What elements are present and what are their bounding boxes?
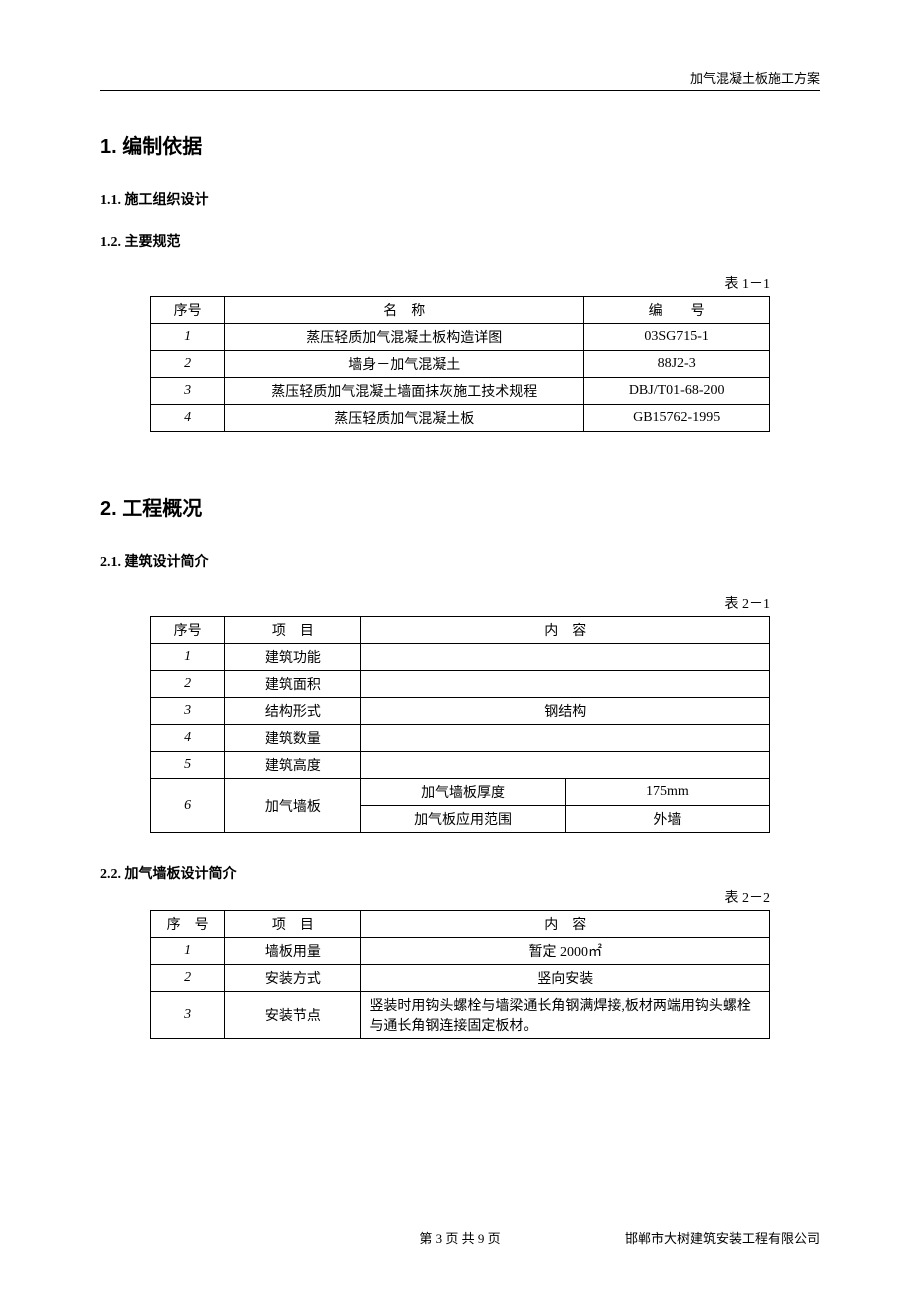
- table-3: 序 号 项 目 内 容 1 墙板用量 暂定 2000㎡ 2 安装方式 竖向安装 …: [150, 910, 770, 1039]
- page-footer: 第 3 页 共 9 页 邯郸市大树建筑安装工程有限公司: [100, 1228, 820, 1247]
- table-cell: [361, 671, 770, 698]
- table-2-caption: 表 2－1: [100, 593, 820, 613]
- table-row: 6 加气墙板 加气墙板厚度 175mm: [151, 779, 770, 806]
- table-header-seq: 序号: [151, 297, 225, 324]
- table-header-item: 项 目: [225, 911, 361, 938]
- table-cell: 建筑功能: [225, 644, 361, 671]
- table-cell: 175mm: [565, 779, 769, 806]
- table-cell: 3: [151, 698, 225, 725]
- table-row: 5 建筑高度: [151, 752, 770, 779]
- table-header-item: 项 目: [225, 617, 361, 644]
- table-cell: 加气墙板: [225, 779, 361, 833]
- page-content: 1. 编制依据 1.1. 施工组织设计 1.2. 主要规范 表 1－1 序号 名…: [100, 130, 820, 1039]
- table-row: 1 墙板用量 暂定 2000㎡: [151, 938, 770, 965]
- table-header-name: 名 称: [225, 297, 584, 324]
- table-cell: 6: [151, 779, 225, 833]
- table-row: 3 蒸压轻质加气混凝土墙面抹灰施工技术规程 DBJ/T01-68-200: [151, 378, 770, 405]
- table-cell: 墙身－加气混凝土: [225, 351, 584, 378]
- table-cell: 1: [151, 938, 225, 965]
- table-row: 3 结构形式 钢结构: [151, 698, 770, 725]
- section-1-1-title: 1.1. 施工组织设计: [100, 189, 820, 209]
- table-3-caption: 表 2－2: [100, 887, 820, 907]
- table-cell: 2: [151, 351, 225, 378]
- table-row: 序号 项 目 内 容: [151, 617, 770, 644]
- table-cell: 墙板用量: [225, 938, 361, 965]
- table-row: 4 蒸压轻质加气混凝土板 GB15762-1995: [151, 405, 770, 432]
- table-cell: 3: [151, 992, 225, 1039]
- section-2-title: 2. 工程概况: [100, 492, 820, 521]
- table-header-content: 内 容: [361, 617, 770, 644]
- table-cell: 4: [151, 405, 225, 432]
- table-row: 1 建筑功能: [151, 644, 770, 671]
- section-2-1-title: 2.1. 建筑设计简介: [100, 551, 820, 571]
- table-cell: GB15762-1995: [584, 405, 770, 432]
- table-cell: 结构形式: [225, 698, 361, 725]
- table-1-caption: 表 1－1: [100, 273, 820, 293]
- header-divider: [100, 90, 820, 91]
- table-cell: 竖向安装: [361, 965, 770, 992]
- table-cell: 建筑数量: [225, 725, 361, 752]
- table-cell: 建筑面积: [225, 671, 361, 698]
- table-cell: 钢结构: [361, 698, 770, 725]
- table-cell: [361, 752, 770, 779]
- footer-page-number: 第 3 页 共 9 页: [419, 1228, 500, 1247]
- table-cell: 5: [151, 752, 225, 779]
- table-row: 2 建筑面积: [151, 671, 770, 698]
- table-cell: 2: [151, 965, 225, 992]
- section-1-title: 1. 编制依据: [100, 130, 820, 159]
- table-cell: 蒸压轻质加气混凝土墙面抹灰施工技术规程: [225, 378, 584, 405]
- table-cell: 暂定 2000㎡: [361, 938, 770, 965]
- table-row: 2 安装方式 竖向安装: [151, 965, 770, 992]
- footer-company: 邯郸市大树建筑安装工程有限公司: [625, 1228, 820, 1247]
- table-row: 序 号 项 目 内 容: [151, 911, 770, 938]
- table-cell: [361, 725, 770, 752]
- table-cell: 88J2-3: [584, 351, 770, 378]
- table-cell: 竖装时用钩头螺栓与墙梁通长角钢满焊接,板材两端用钩头螺栓与通长角钢连接固定板材。: [361, 992, 770, 1039]
- table-1: 序号 名 称 编 号 1 蒸压轻质加气混凝土板构造详图 03SG715-1 2 …: [150, 296, 770, 432]
- table-cell: 03SG715-1: [584, 324, 770, 351]
- table-row: 1 蒸压轻质加气混凝土板构造详图 03SG715-1: [151, 324, 770, 351]
- table-cell: 3: [151, 378, 225, 405]
- table-row: 4 建筑数量: [151, 725, 770, 752]
- table-cell: 外墙: [565, 806, 769, 833]
- table-cell: 1: [151, 644, 225, 671]
- section-1-2-title: 1.2. 主要规范: [100, 231, 820, 251]
- table-header-seq: 序 号: [151, 911, 225, 938]
- table-cell: 安装节点: [225, 992, 361, 1039]
- header-title: 加气混凝土板施工方案: [690, 68, 820, 87]
- table-cell: 建筑高度: [225, 752, 361, 779]
- table-row: 2 墙身－加气混凝土 88J2-3: [151, 351, 770, 378]
- table-cell: 加气墙板厚度: [361, 779, 565, 806]
- table-cell: 安装方式: [225, 965, 361, 992]
- table-header-code: 编 号: [584, 297, 770, 324]
- table-row: 3 安装节点 竖装时用钩头螺栓与墙梁通长角钢满焊接,板材两端用钩头螺栓与通长角钢…: [151, 992, 770, 1039]
- table-cell: 加气板应用范围: [361, 806, 565, 833]
- table-cell: 4: [151, 725, 225, 752]
- table-cell: 蒸压轻质加气混凝土板构造详图: [225, 324, 584, 351]
- section-2-2-title: 2.2. 加气墙板设计简介: [100, 863, 820, 883]
- table-cell: [361, 644, 770, 671]
- table-header-seq: 序号: [151, 617, 225, 644]
- table-cell: 2: [151, 671, 225, 698]
- table-row: 序号 名 称 编 号: [151, 297, 770, 324]
- table-cell: DBJ/T01-68-200: [584, 378, 770, 405]
- table-cell: 1: [151, 324, 225, 351]
- table-header-content: 内 容: [361, 911, 770, 938]
- table-cell: 蒸压轻质加气混凝土板: [225, 405, 584, 432]
- table-2: 序号 项 目 内 容 1 建筑功能 2 建筑面积 3 结构形式 钢结构 4 建筑…: [150, 616, 770, 833]
